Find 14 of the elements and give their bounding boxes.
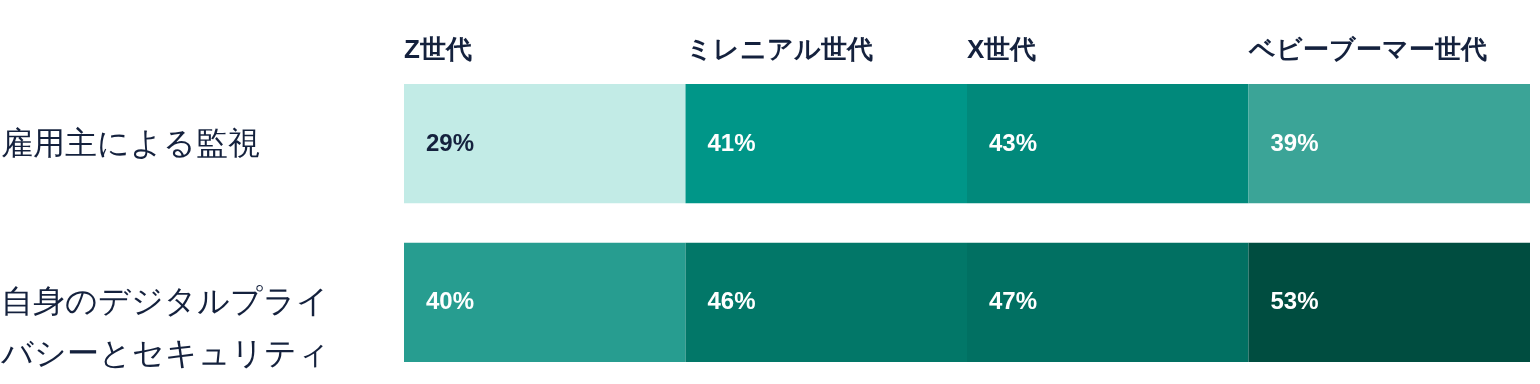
data-label: 39%: [1270, 128, 1319, 156]
x-tick-label: ベビーブーマー世代: [1247, 33, 1487, 64]
x-tick-label: Z世代: [404, 33, 472, 64]
x-tick-label: X世代: [967, 33, 1037, 64]
data-label: 53%: [1270, 287, 1319, 315]
data-label: 47%: [989, 287, 1038, 315]
y-tick-label: 雇用主による監視: [0, 124, 260, 161]
data-label: 41%: [707, 128, 756, 156]
x-tick-label: ミレニアル世代: [685, 33, 873, 64]
data-label: 29%: [426, 128, 475, 156]
data-label: 46%: [707, 287, 756, 315]
data-label: 43%: [989, 128, 1038, 156]
y-tick-label: 自身のデジタルプライバシーとセキュリティ: [0, 283, 330, 372]
data-label: 40%: [426, 287, 475, 315]
